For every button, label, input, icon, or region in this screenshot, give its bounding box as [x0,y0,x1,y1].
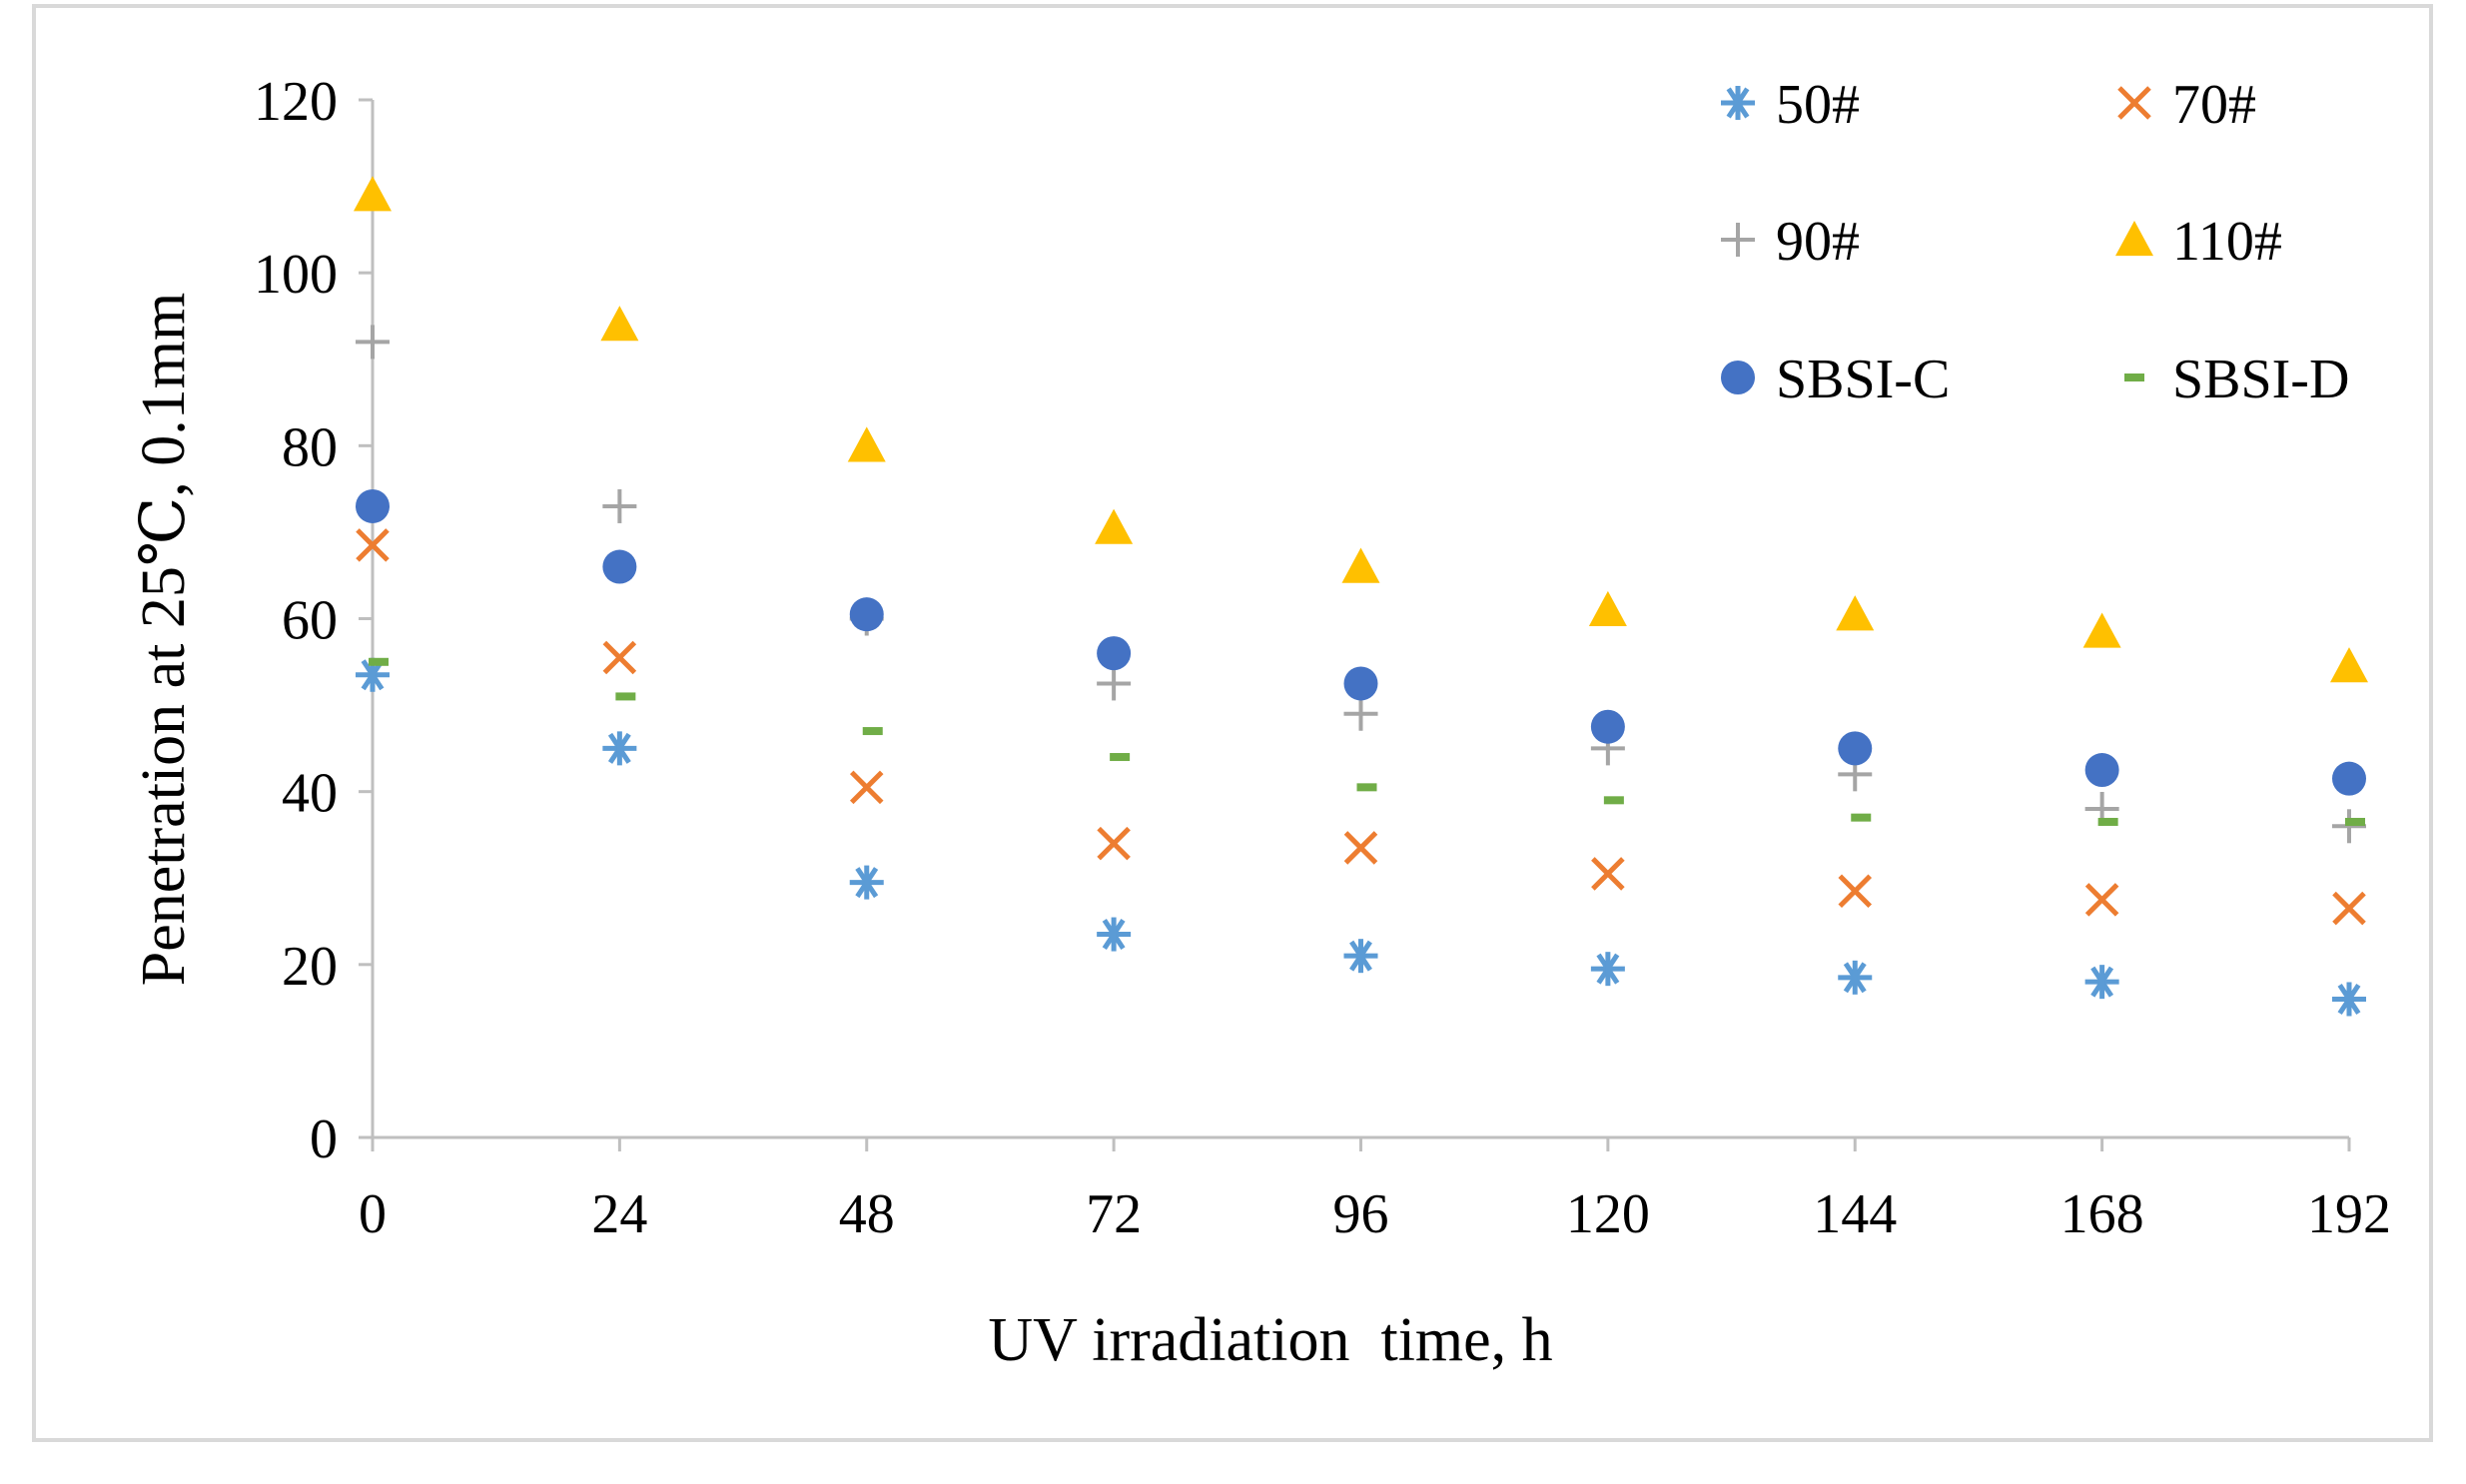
chart-border [32,4,2433,1442]
x-tick-label: 144 [1813,1183,1897,1245]
data-point [1851,813,1872,822]
series-70# [356,528,2366,926]
legend-marker [1721,223,1755,257]
x-tick-label: 0 [359,1183,387,1245]
legend-marker [2117,86,2151,120]
data-point [2332,761,2366,796]
legend-marker [2115,221,2153,257]
legend-label: 70# [2172,74,2256,136]
series-SBSI-C [356,488,2366,796]
data-point [1110,753,1131,762]
data-point [1591,857,1625,891]
data-point [356,528,390,562]
data-point [1838,874,1873,909]
data-point [615,692,636,701]
y-tick-label: 20 [282,936,338,998]
y-tick-label: 120 [254,71,338,133]
y-tick-label: 60 [282,590,338,652]
data-point [1341,547,1380,583]
legend-marker [1721,86,1755,120]
data-point [2084,883,2119,917]
data-point [1343,939,1378,974]
data-point [2097,817,2118,826]
legend-label: SBSI-D [2172,349,2349,410]
y-tick-label: 80 [282,416,338,478]
legend-label: SBSI-C [1776,349,1950,410]
data-point [2082,612,2121,648]
x-tick-label: 72 [1086,1183,1142,1245]
legend-label: 50# [1776,74,1860,136]
data-point [2084,753,2119,788]
data-point [1343,831,1378,865]
data-point [1836,595,1875,631]
data-point [849,597,884,632]
series-SBSI-D [369,657,2365,826]
data-point [602,731,637,766]
legend-entry: 50# [1721,74,1860,136]
legend-marker [1721,361,1755,394]
data-point [1838,960,1873,995]
data-point [1097,917,1132,952]
data-point [1097,666,1132,701]
data-point [2332,809,2366,844]
data-point [2084,965,2119,1000]
data-point [1097,636,1132,671]
data-point [1097,826,1131,861]
data-point [602,549,637,584]
data-point [1590,952,1625,987]
legend-entry: SBSI-C [1721,349,1950,410]
data-point [847,426,886,462]
data-point [2332,982,2366,1017]
legend-entry: 70# [2117,74,2256,136]
data-point [356,325,390,360]
data-point [602,488,637,523]
data-point [369,657,389,666]
data-point [1095,508,1134,544]
series-110# [354,176,2368,683]
data-point [862,727,883,736]
legend-entry: SBSI-D [2124,349,2349,410]
x-tick-label: 96 [1333,1183,1389,1245]
data-point [2330,647,2368,683]
data-point [1590,709,1625,744]
legend-entry: 110# [2115,211,2282,273]
data-point [849,865,884,900]
legend-marker [2124,373,2144,381]
x-tick-label: 120 [1566,1183,1650,1245]
legend-label: 90# [1776,211,1860,273]
y-tick-label: 0 [310,1109,338,1170]
data-point [1356,783,1377,792]
data-point [2332,891,2366,926]
data-point [356,488,390,523]
x-axis-title: UV irradiation time, h [988,1306,1552,1374]
y-tick-label: 100 [254,244,338,306]
data-point [1343,666,1378,701]
data-point [354,176,392,212]
data-point [1603,796,1624,805]
legend-entry: 90# [1721,211,1860,273]
x-tick-label: 168 [2060,1183,2144,1245]
data-point [849,770,884,805]
data-point [1838,731,1873,766]
x-tick-label: 192 [2307,1183,2391,1245]
x-tick-label: 24 [591,1183,647,1245]
data-point [1343,696,1378,731]
legend-label: 110# [2172,211,2282,273]
data-point [1588,590,1627,626]
y-tick-label: 40 [282,763,338,825]
y-axis-title: Penetration at 25℃, 0.1mm [130,293,198,986]
data-point [600,306,639,342]
data-point [2345,817,2365,826]
data-point [602,640,637,675]
x-tick-label: 48 [839,1183,895,1245]
